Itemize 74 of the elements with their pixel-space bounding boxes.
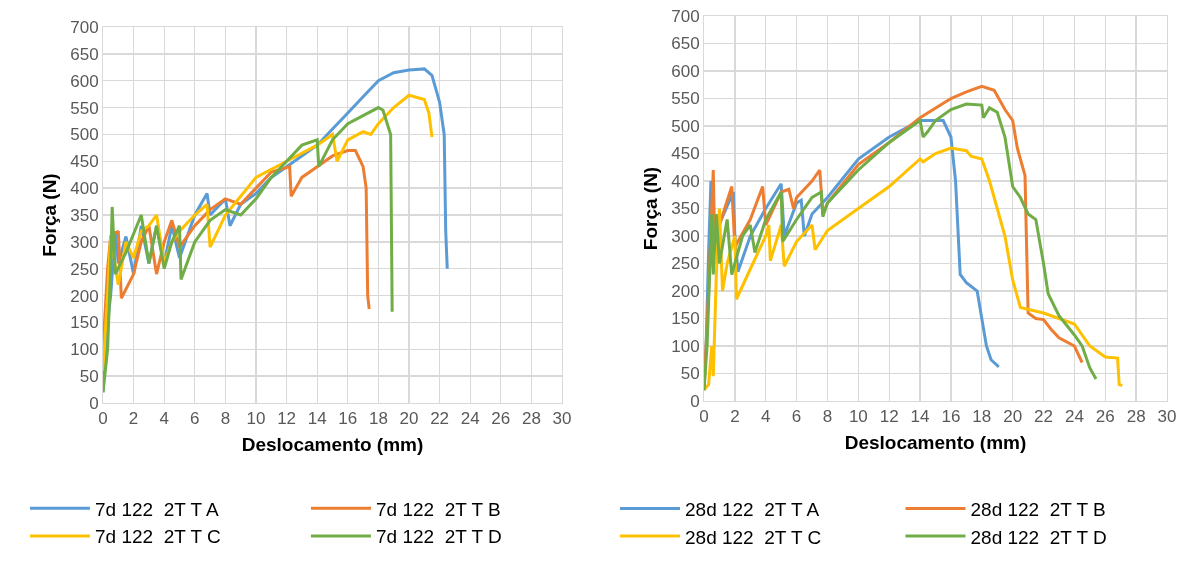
x-tick-label: 16 [941, 407, 961, 427]
y-tick-label: 150 [70, 313, 99, 333]
y-tick-label: 550 [671, 89, 700, 109]
x-tick-label: 2 [128, 409, 139, 429]
x-tick-label: 20 [1003, 407, 1023, 427]
x-tick-label: 26 [491, 409, 511, 429]
y-tick-label: 50 [680, 364, 700, 384]
y-tick-label: 700 [70, 17, 99, 37]
x-tick-label: 22 [430, 409, 450, 429]
y-tick-label: 350 [671, 199, 700, 219]
x-tick-label: 12 [879, 407, 899, 427]
legend-label: 28d 122 2T T A [685, 498, 820, 520]
x-axis-title: Deslocamento (mm) [844, 432, 1027, 454]
y-tick-label: 650 [70, 44, 99, 64]
y-tick-label: 600 [70, 71, 99, 91]
y-axis-title: Força (N) [640, 166, 662, 251]
y-tick-label: 300 [70, 232, 99, 252]
x-tick-label: 24 [460, 409, 480, 429]
y-axis-title: Força (N) [39, 173, 61, 257]
x-tick-label: 26 [1095, 407, 1115, 427]
y-tick-label: 300 [671, 226, 700, 246]
x-tick-label: 4 [159, 409, 169, 429]
y-tick-label: 550 [70, 98, 99, 118]
y-tick-label: 200 [671, 281, 700, 301]
y-tick-label: 500 [671, 116, 700, 136]
y-tick-label: 700 [671, 6, 700, 26]
y-tick-label: 250 [671, 254, 700, 274]
y-tick-label: 500 [70, 125, 99, 145]
legend-label: 28d 122 2T T D [970, 526, 1107, 548]
y-tick-label: 250 [70, 259, 99, 279]
legend-label: 7d 122 2T T C [94, 526, 221, 548]
x-tick-label: 2 [730, 407, 740, 427]
legend-label: 28d 122 2T T C [685, 526, 822, 548]
x-tick-label: 30 [552, 409, 572, 429]
y-tick-label: 650 [671, 34, 700, 54]
line-series [704, 146, 1124, 392]
x-tick-label: 8 [822, 407, 833, 427]
y-tick-label: 350 [70, 205, 99, 225]
y-tick-label: 450 [70, 152, 99, 172]
y-tick-label: 50 [79, 367, 99, 387]
y-tick-label: 400 [70, 179, 99, 199]
legend-label: 7d 122 2T T A [94, 498, 219, 520]
x-tick-label: 10 [246, 409, 266, 429]
legend-label: 7d 122 2T T D [375, 526, 502, 548]
legend-label: 28d 122 2T T B [970, 498, 1106, 520]
x-tick-label: 18 [368, 409, 388, 429]
x-tick-label: 24 [1064, 407, 1084, 427]
x-tick-label: 6 [190, 409, 200, 429]
x-tick-label: 18 [972, 407, 992, 427]
x-tick-label: 6 [791, 407, 802, 427]
x-tick-label: 14 [910, 407, 930, 427]
y-tick-label: 150 [671, 309, 700, 329]
x-tick-label: 28 [521, 409, 541, 429]
y-tick-label: 200 [70, 286, 99, 306]
y-tick-label: 0 [89, 393, 99, 413]
x-tick-label: 12 [277, 409, 297, 429]
x-axis-title: Deslocamento (mm) [241, 434, 424, 456]
y-tick-label: 450 [671, 144, 700, 164]
line-series [103, 106, 394, 394]
y-tick-label: 400 [671, 171, 700, 191]
y-tick-label: 100 [70, 340, 99, 360]
y-tick-label: 0 [690, 391, 700, 411]
x-tick-label: 20 [399, 409, 419, 429]
y-tick-label: 600 [671, 61, 700, 81]
legend-label: 7d 122 2T T B [375, 498, 501, 520]
x-tick-label: 14 [307, 409, 327, 429]
y-tick-label: 100 [671, 336, 700, 356]
x-tick-label: 30 [1157, 407, 1177, 427]
x-tick-label: 8 [220, 409, 231, 429]
x-tick-label: 4 [761, 407, 771, 427]
x-tick-label: 10 [848, 407, 868, 427]
x-tick-label: 22 [1034, 407, 1053, 427]
x-tick-label: 28 [1126, 407, 1146, 427]
x-tick-label: 16 [338, 409, 358, 429]
